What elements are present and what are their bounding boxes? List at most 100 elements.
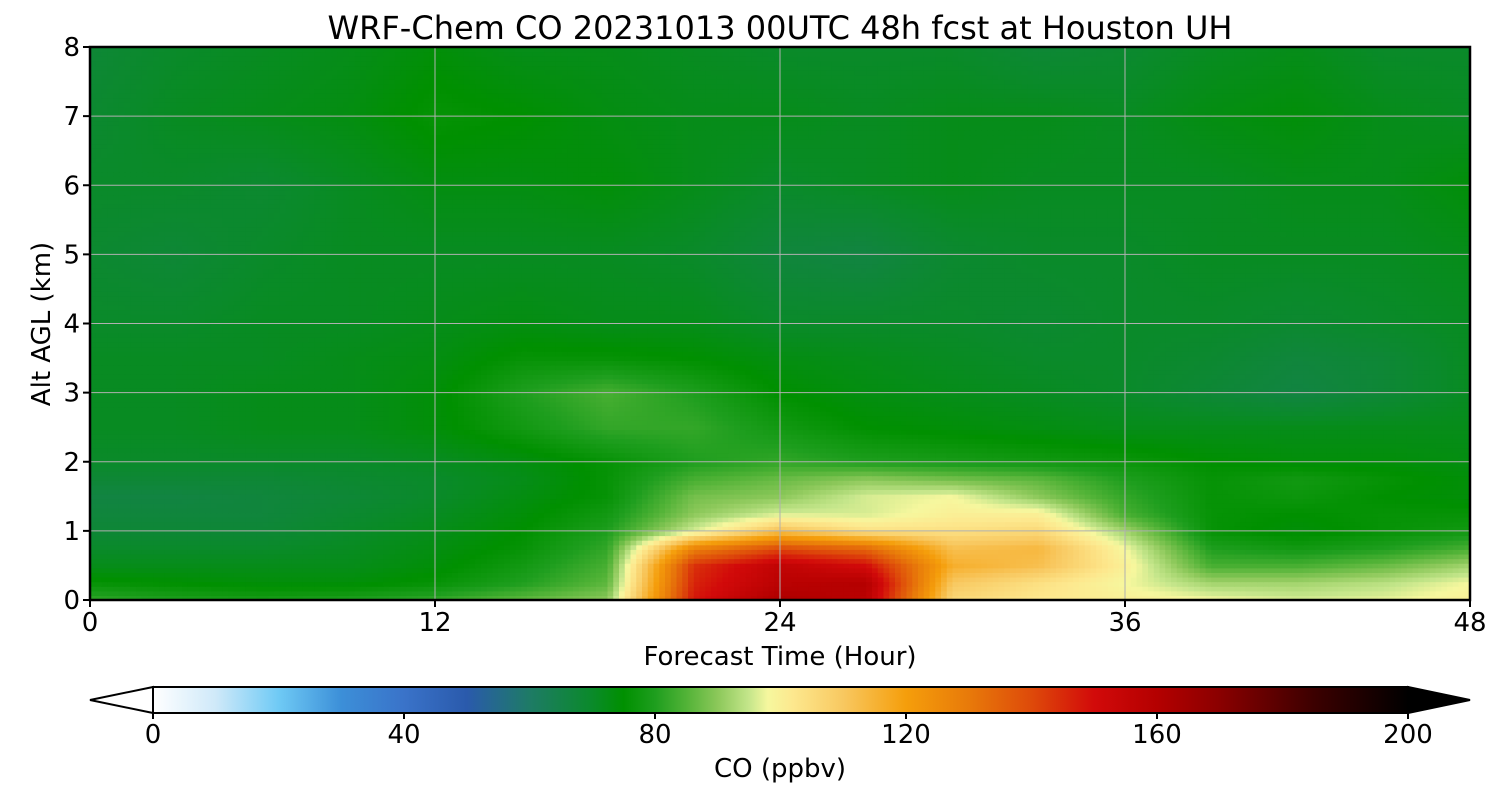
heatmap-cell [562, 568, 568, 573]
heatmap-cell [648, 540, 654, 545]
heatmap-cell [665, 522, 671, 527]
heatmap-cell [895, 572, 901, 577]
heatmap-cell [1045, 549, 1051, 554]
heatmap-cell [1050, 545, 1056, 550]
heatmap-cell [855, 522, 861, 527]
heatmap-cell [366, 586, 372, 591]
heatmap-cell [1257, 582, 1263, 587]
heatmap-cell [757, 531, 763, 536]
heatmap-cell [654, 577, 660, 582]
heatmap-cell [487, 545, 493, 550]
heatmap-cell [573, 572, 579, 577]
heatmap-cell [1217, 549, 1223, 554]
heatmap-cell [475, 559, 481, 564]
heatmap-cell [217, 563, 223, 568]
heatmap-cell [355, 517, 361, 522]
heatmap-cell [1413, 568, 1419, 573]
heatmap-cell [728, 559, 734, 564]
heatmap-cell [1114, 563, 1120, 568]
heatmap-cell [504, 522, 510, 527]
heatmap-cell [1234, 568, 1240, 573]
heatmap-cell [274, 545, 280, 550]
heatmap-cell [797, 545, 803, 550]
heatmap-cell [1102, 586, 1108, 591]
heatmap-cell [832, 577, 838, 582]
heatmap-cell [1280, 508, 1286, 513]
heatmap-cell [326, 549, 332, 554]
heatmap-cell [550, 591, 556, 596]
heatmap-cell [493, 559, 499, 564]
heatmap-cell [1114, 559, 1120, 564]
heatmap-cell [1315, 568, 1321, 573]
heatmap-cell [769, 535, 775, 540]
heatmap-cell [941, 512, 947, 517]
heatmap-cell [1125, 540, 1131, 545]
heatmap-cell [579, 540, 585, 545]
heatmap-cell [723, 572, 729, 577]
heatmap-cell [941, 545, 947, 550]
heatmap-cell [740, 554, 746, 559]
heatmap-cell [418, 517, 424, 522]
heatmap-cell [740, 549, 746, 554]
heatmap-cell [1004, 577, 1010, 582]
heatmap-cell [918, 508, 924, 513]
heatmap-cell [872, 545, 878, 550]
heatmap-cell [981, 531, 987, 536]
heatmap-cell [1367, 508, 1373, 513]
heatmap-cell [895, 535, 901, 540]
heatmap-cell [199, 517, 205, 522]
heatmap-cell [274, 563, 280, 568]
heatmap-cell [562, 591, 568, 596]
heatmap-cell [1298, 540, 1304, 545]
heatmap-cell [1246, 545, 1252, 550]
heatmap-cell [1315, 586, 1321, 591]
heatmap-cell [889, 572, 895, 577]
heatmap-cell [274, 531, 280, 536]
heatmap-cell [613, 577, 619, 582]
heatmap-cell [1349, 572, 1355, 577]
heatmap-cell [1321, 545, 1327, 550]
heatmap-cell [1016, 559, 1022, 564]
heatmap-cell [475, 568, 481, 573]
heatmap-cell [590, 554, 596, 559]
heatmap-cell [1004, 559, 1010, 564]
heatmap-cell [1125, 554, 1131, 559]
heatmap-cell [1447, 512, 1453, 517]
heatmap-cell [1292, 563, 1298, 568]
heatmap-cell [96, 577, 102, 582]
heatmap-cell [435, 554, 441, 559]
heatmap-cell [159, 535, 165, 540]
heatmap-cell [838, 572, 844, 577]
heatmap-cell [613, 531, 619, 536]
heatmap-cell [119, 540, 125, 545]
heatmap-cell [688, 572, 694, 577]
heatmap-cell [406, 559, 412, 564]
heatmap-cell [1050, 554, 1056, 559]
heatmap-cell [1263, 559, 1269, 564]
heatmap-cell [849, 517, 855, 522]
heatmap-cell [424, 522, 430, 527]
heatmap-cell [533, 591, 539, 596]
heatmap-cell [935, 512, 941, 517]
heatmap-cell [803, 535, 809, 540]
heatmap-cell [493, 517, 499, 522]
heatmap-cell [125, 563, 131, 568]
heatmap-cell [746, 572, 752, 577]
heatmap-cell [861, 540, 867, 545]
heatmap-cell [441, 582, 447, 587]
heatmap-cell [1332, 568, 1338, 573]
heatmap-cell [1096, 586, 1102, 591]
heatmap-cell [567, 517, 573, 522]
heatmap-cell [389, 545, 395, 550]
heatmap-cell [585, 512, 591, 517]
heatmap-cell [401, 540, 407, 545]
heatmap-cell [792, 591, 798, 596]
heatmap-cell [1280, 559, 1286, 564]
heatmap-cell [199, 549, 205, 554]
heatmap-cell [1292, 508, 1298, 513]
heatmap-cell [1298, 563, 1304, 568]
heatmap-cell [516, 582, 522, 587]
heatmap-cell [884, 512, 890, 517]
heatmap-cell [608, 535, 614, 540]
heatmap-cell [1039, 522, 1045, 527]
